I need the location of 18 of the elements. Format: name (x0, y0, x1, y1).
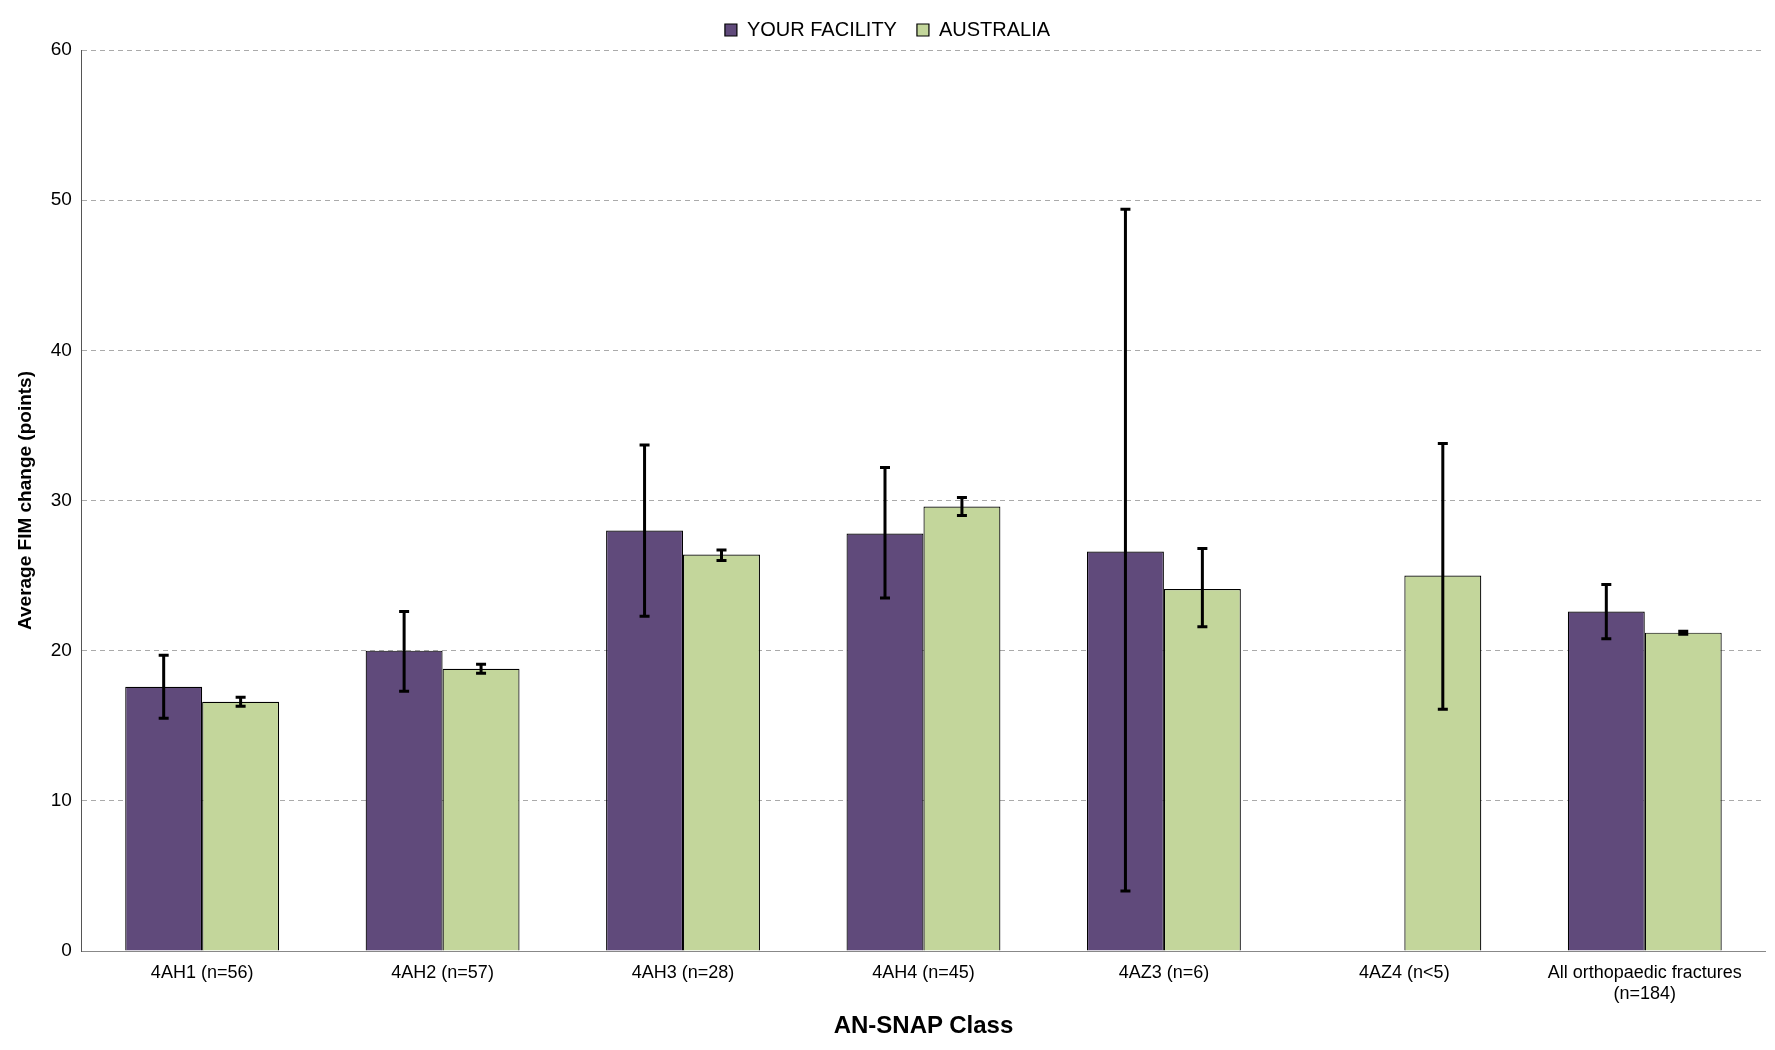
x-tick-label: 4AH1 (n=56) (150, 961, 254, 982)
y-tick-label: 40 (50, 338, 72, 360)
x-tick-label: All orthopaedic fractures (n=184) (1547, 961, 1742, 1004)
legend-label: YOUR FACILITY (746, 17, 897, 40)
y-tick-label: 10 (50, 789, 72, 811)
y-axis-title: Average FIM change (points) (13, 371, 35, 630)
legend-label: AUSTRALIA (938, 17, 1051, 40)
x-tick-label: 4AZ3 (n=6) (1118, 961, 1210, 982)
x-tick-label: 4AH2 (n=57) (391, 961, 494, 982)
x-axis-title: AN-SNAP Class (833, 1011, 1014, 1039)
y-tick-label: 0 (61, 939, 72, 961)
x-tick-label: 4AH4 (n=45) (872, 961, 975, 982)
y-tick-label: 20 (50, 638, 72, 660)
y-tick-label: 60 (50, 38, 72, 60)
y-tick-label: 50 (50, 188, 72, 210)
x-tick-label: 4AZ4 (n<5) (1359, 961, 1450, 982)
y-tick-label: 30 (50, 488, 72, 510)
x-tick-label: 4AH3 (n=28) (631, 961, 735, 982)
